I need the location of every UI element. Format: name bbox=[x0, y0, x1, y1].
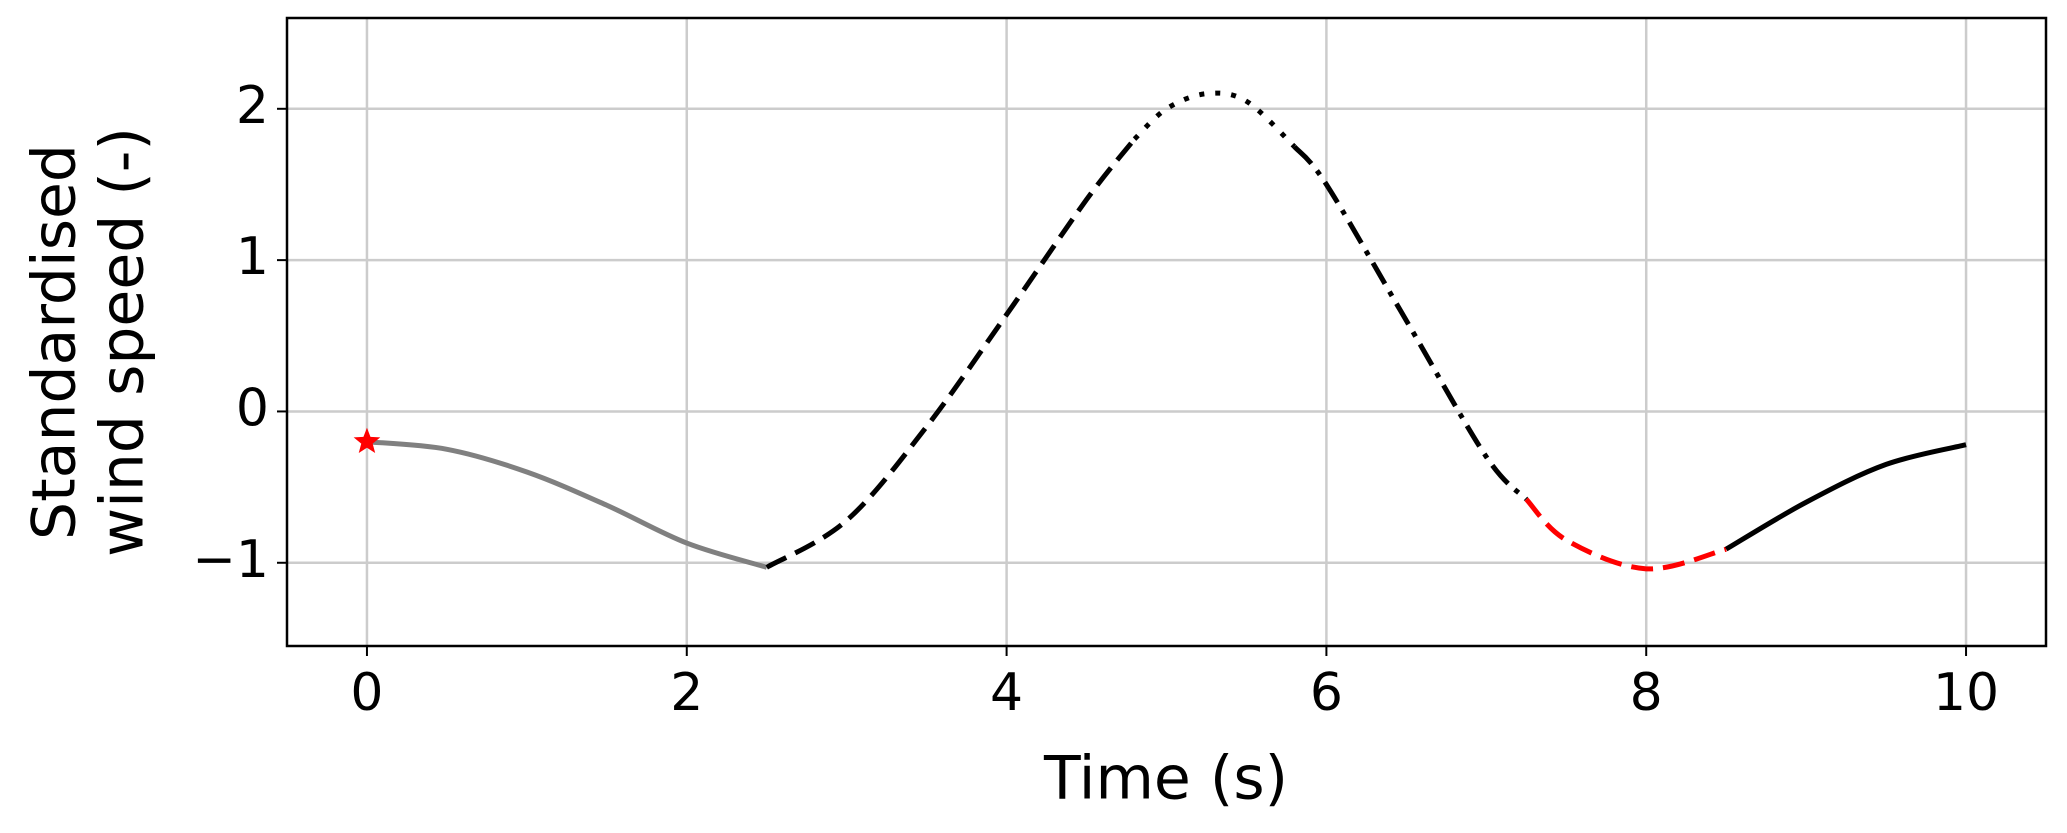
line-series bbox=[1132, 90, 1297, 149]
x-tick-label: 10 bbox=[1933, 663, 1999, 723]
y-axis-title: Standardised bbox=[20, 144, 90, 540]
x-axis-title: Time (s) bbox=[1043, 744, 1288, 814]
x-tick-label: 4 bbox=[990, 663, 1023, 723]
y-tick-label: 1 bbox=[236, 227, 269, 287]
line-series bbox=[1292, 144, 1529, 502]
y-tick-label: 0 bbox=[236, 378, 269, 438]
x-tick-label: 8 bbox=[1630, 663, 1663, 723]
x-tick-label: 0 bbox=[350, 663, 383, 723]
y-tick-label: 2 bbox=[236, 76, 269, 136]
y-axis-title: wind speed (-) bbox=[88, 127, 158, 557]
y-tick-label: −1 bbox=[192, 530, 269, 590]
start-marker bbox=[353, 427, 381, 454]
line-series bbox=[1724, 442, 1967, 552]
line-series bbox=[1524, 497, 1727, 572]
line-series bbox=[366, 439, 768, 570]
x-tick-label: 6 bbox=[1310, 663, 1343, 723]
plot-frame bbox=[285, 16, 2048, 648]
x-tick-label: 2 bbox=[670, 663, 703, 723]
line-series bbox=[765, 137, 1137, 570]
